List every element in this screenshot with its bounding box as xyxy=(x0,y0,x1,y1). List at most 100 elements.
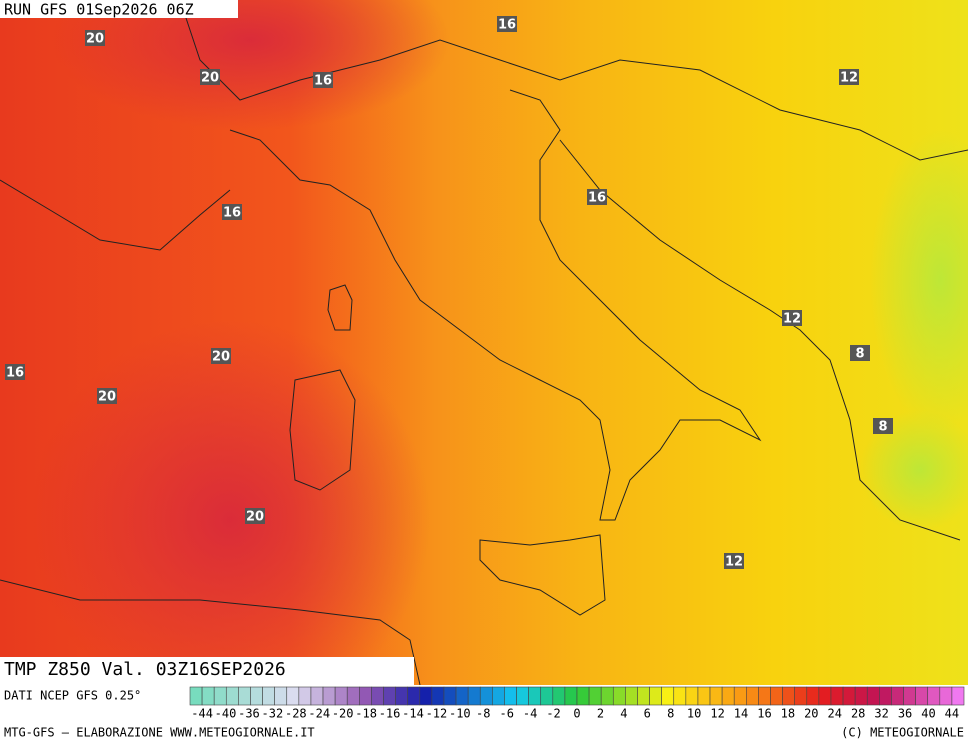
colorbar-swatch xyxy=(746,686,759,706)
colorbar-swatch xyxy=(443,686,457,706)
colorbar-swatch xyxy=(866,686,880,706)
contour-label-box xyxy=(724,553,744,569)
contour-label: 16 xyxy=(588,191,606,206)
colorbar-tick-label: -16 xyxy=(379,707,401,721)
colorbar-tick-label: -32 xyxy=(262,707,284,721)
contour-label: 16 xyxy=(223,206,241,221)
colorbar-tick-label: 8 xyxy=(667,707,674,721)
colorbar-swatch xyxy=(782,686,795,706)
contour-label-box xyxy=(873,418,893,434)
colorbar-swatch xyxy=(637,686,650,706)
colorbar-swatch xyxy=(806,686,820,706)
warm-area xyxy=(30,320,430,720)
colorbar-swatch xyxy=(310,686,324,706)
colorbar-swatch xyxy=(225,686,239,706)
contour-label: 20 xyxy=(201,71,219,86)
colorbar-swatch xyxy=(951,686,965,706)
contour-label: 16 xyxy=(6,366,24,381)
colorbar-swatch xyxy=(201,686,215,706)
colorbar-tick-label: 44 xyxy=(945,707,959,721)
field-label: TMP Z850 Val. 03Z16SEP2026 xyxy=(4,659,286,680)
colorbar-swatch xyxy=(238,686,251,706)
colorbar-tick-label: 32 xyxy=(874,707,888,721)
colorbar-tick-label: 10 xyxy=(687,707,701,721)
contour-label: 20 xyxy=(246,510,264,525)
contour-label: 12 xyxy=(725,555,743,570)
colorbar-swatch xyxy=(649,686,662,706)
colorbar-swatch xyxy=(842,686,856,706)
colorbar-swatch xyxy=(830,686,844,706)
colorbar-swatch xyxy=(818,686,832,706)
contour-label: 8 xyxy=(878,420,887,435)
contour-labels: 20 20 16 16 12 16 16 12 8 16 20 20 8 20 12 xyxy=(5,16,893,570)
colorbar-swatch xyxy=(516,686,529,706)
colorbar-swatch xyxy=(697,686,711,706)
contour-label-box xyxy=(222,204,242,220)
colorbar-swatch xyxy=(927,686,941,706)
contour-label-box xyxy=(97,388,117,404)
colorbar-swatch xyxy=(455,686,469,706)
colorbar-tick-label: -24 xyxy=(308,707,330,721)
colorbar-swatch xyxy=(673,686,687,706)
colorbar-tick-label: 12 xyxy=(710,707,724,721)
colorbar-swatch xyxy=(479,686,493,706)
colorbar-tick-label: 16 xyxy=(757,707,771,721)
colorbar-swatch xyxy=(431,686,445,706)
colorbar-swatch xyxy=(528,686,542,706)
contour-label-box xyxy=(850,345,870,361)
colorbar-swatch xyxy=(250,686,263,706)
colorbar-swatch xyxy=(879,686,892,706)
contour-label: 20 xyxy=(98,390,116,405)
colorbar-tick-label: -2 xyxy=(546,707,560,721)
colorbar-tick-label: -14 xyxy=(402,707,424,721)
colorbar-swatch xyxy=(939,686,953,706)
colorbar-swatch xyxy=(395,686,408,706)
contour-label-box xyxy=(497,16,517,32)
colorbar-tick-label: 14 xyxy=(734,707,748,721)
colorbar-swatch xyxy=(709,686,723,706)
colorbar-swatch xyxy=(213,686,227,706)
coastlines xyxy=(0,0,968,686)
contour-label-box xyxy=(85,30,105,46)
cool-area xyxy=(860,410,968,530)
colorbar-swatch xyxy=(661,686,675,706)
colorbar-swatch xyxy=(298,686,312,706)
header-box xyxy=(0,0,238,18)
colorbar-swatch xyxy=(854,686,868,706)
colorbar-swatch xyxy=(685,686,699,706)
colorbar-swatch xyxy=(467,686,481,706)
colorbar-swatch xyxy=(383,686,396,706)
colorbar-tick-label: 4 xyxy=(620,707,627,721)
credit: MTG-GFS — ELABORAZIONE WWW.METEOGIORNALE… xyxy=(4,726,315,740)
colorbar-tick-label: 18 xyxy=(781,707,795,721)
colorbar-swatch xyxy=(794,686,808,706)
colorbar-tick-label: 36 xyxy=(898,707,912,721)
contour-label: 8 xyxy=(855,347,864,362)
colorbar-swatch xyxy=(891,686,904,706)
contour-label: 12 xyxy=(840,71,858,86)
colorbar-swatch xyxy=(274,686,288,706)
contour-label-box xyxy=(200,69,220,85)
colorbar-swatch xyxy=(733,686,747,706)
colorbar-swatch xyxy=(419,686,433,706)
contour-label-box xyxy=(587,189,607,205)
colorbar-tick-label: -40 xyxy=(215,707,237,721)
source-label: DATI NCEP GFS 0.25° xyxy=(4,689,141,703)
colorbar-tick-label: -6 xyxy=(499,707,513,721)
contour-label: 16 xyxy=(314,74,332,89)
colorbar-tick-label: -28 xyxy=(285,707,307,721)
contour-label-box xyxy=(211,348,231,364)
colorbar-swatch xyxy=(552,686,566,706)
colorbar-swatch xyxy=(915,686,929,706)
contour-label: 12 xyxy=(783,312,801,327)
contour-label: 16 xyxy=(498,18,516,33)
contour-label-box xyxy=(245,508,265,524)
colorbar-swatch xyxy=(504,686,517,706)
colorbar-swatch xyxy=(588,686,602,706)
colorbar-swatch xyxy=(770,686,783,706)
colorbar-swatch xyxy=(758,686,771,706)
field-box xyxy=(0,657,414,685)
colorbar-tick-label: -8 xyxy=(476,707,490,721)
